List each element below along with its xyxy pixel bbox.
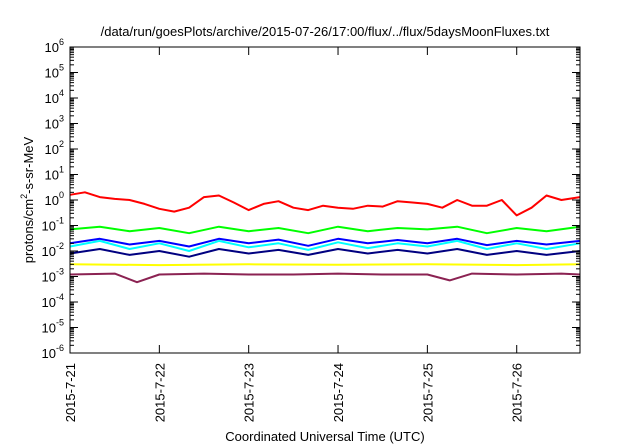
series-line-5	[69, 263, 581, 267]
x-axis: 2015-7-21 2015-7-22 2015-7-23 2015-7-24 2015…	[63, 47, 525, 422]
y-tick-label-5: 10-1	[42, 216, 64, 234]
x-tick-label-4: 2015-7-25	[420, 363, 435, 422]
y-axis: 10-6 10-5 10-4 10-3 10-2 10-1 100 101 102 103 104 1…	[42, 37, 580, 361]
series-line-0	[69, 191, 581, 217]
y-tick-label-1: 10-5	[42, 318, 64, 336]
y-tick-label-11: 105	[45, 63, 64, 81]
x-axis-label: Coordinated Universal Time (UTC)	[225, 429, 424, 444]
series-line-4	[69, 248, 581, 258]
plot-frame	[69, 46, 581, 354]
chart-title: /data/run/goesPlots/archive/2015-07-26/1…	[101, 24, 550, 39]
x-tick-label-0: 2015-7-21	[63, 363, 78, 422]
x-tick-label-3: 2015-7-24	[331, 363, 346, 422]
y-tick-label-12: 106	[45, 37, 64, 55]
series-line-2	[69, 239, 581, 252]
x-tick-label-5: 2015-7-26	[510, 363, 525, 422]
y-axis-label: protons/cm2-s-sr-MeV	[19, 136, 36, 263]
x-tick-label-2: 2015-7-23	[242, 363, 257, 422]
y-tick-label-6: 100	[45, 190, 64, 208]
y-tick-label-0: 10-6	[42, 343, 64, 361]
y-tick-label-10: 104	[45, 88, 64, 106]
series-layer	[69, 191, 581, 284]
series-line-3	[69, 237, 581, 248]
y-tick-label-4: 10-2	[42, 241, 64, 259]
series-line-1	[69, 225, 581, 235]
y-tick-label-2: 10-4	[42, 292, 64, 310]
x-tick-label-1: 2015-7-22	[152, 363, 167, 422]
series-line-6	[69, 272, 581, 284]
y-tick-label-9: 103	[45, 114, 64, 132]
y-tick-label-7: 101	[45, 165, 64, 183]
y-tick-label-8: 102	[45, 139, 64, 157]
y-tick-label-3: 10-3	[42, 267, 64, 285]
